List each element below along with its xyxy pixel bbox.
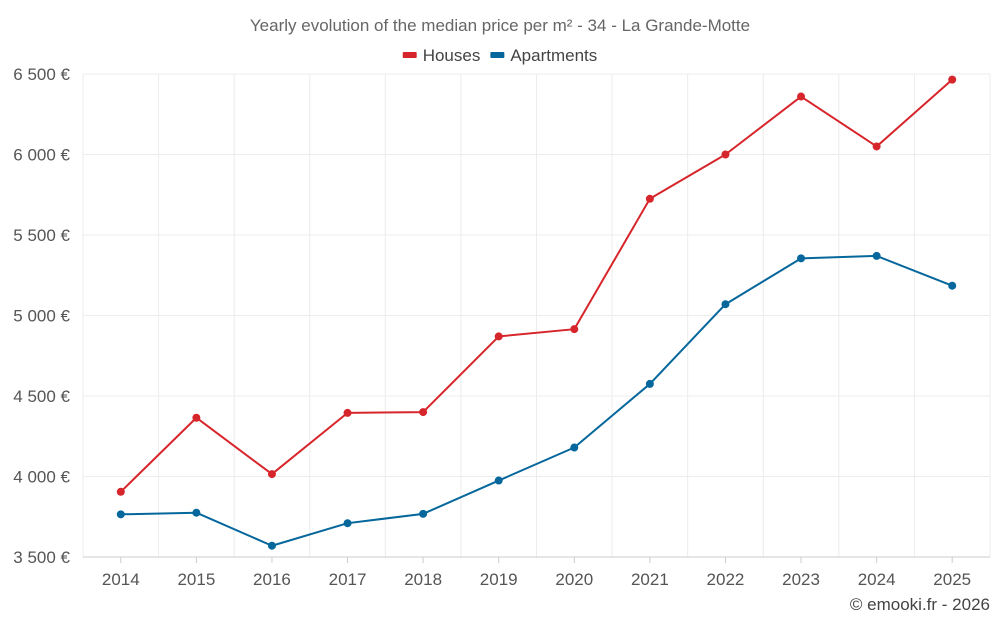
x-tick-label: 2017 xyxy=(329,570,367,589)
series-line-apartments xyxy=(120,254,953,547)
x-tick-label: 2015 xyxy=(177,570,215,589)
axes: 3 500 € 4 000 € 4 500 € 5 000 € 5 500 € 6 000… xyxy=(13,65,990,589)
data-point-houses[interactable] xyxy=(494,332,503,341)
data-point-houses[interactable] xyxy=(645,194,654,203)
data-point-houses[interactable] xyxy=(419,408,428,417)
data-point-houses[interactable] xyxy=(116,487,125,496)
x-tick-label: 2024 xyxy=(858,570,896,589)
credit-text: © emooki.fr - 2026 xyxy=(850,595,990,614)
legend-label: Houses xyxy=(423,46,481,65)
y-tick-label: 3 500 € xyxy=(13,548,70,567)
data-point-apartments[interactable] xyxy=(494,476,503,485)
data-point-houses[interactable] xyxy=(267,470,276,479)
legend-item-apartments[interactable]: Apartments xyxy=(490,46,597,65)
data-point-apartments[interactable] xyxy=(721,300,730,309)
x-tick-label: 2022 xyxy=(707,570,745,589)
grid xyxy=(82,73,991,557)
data-point-apartments[interactable] xyxy=(948,281,957,290)
x-tick-label: 2019 xyxy=(480,570,518,589)
data-point-apartments[interactable] xyxy=(797,254,806,263)
data-point-houses[interactable] xyxy=(570,325,579,334)
y-tick-label: 4 000 € xyxy=(13,468,70,487)
chart-title: Yearly evolution of the median price per… xyxy=(250,16,750,35)
data-point-apartments[interactable] xyxy=(872,251,881,260)
series-layer xyxy=(116,75,957,550)
data-point-houses[interactable] xyxy=(948,75,957,84)
x-tick-label: 2025 xyxy=(933,570,971,589)
legend-label: Apartments xyxy=(510,46,597,65)
x-tick-label: 2018 xyxy=(404,570,442,589)
y-tick-label: 6 000 € xyxy=(13,146,70,165)
legend-swatch xyxy=(490,52,505,58)
legend: Houses Apartments xyxy=(402,46,597,65)
data-point-houses[interactable] xyxy=(872,142,881,151)
data-point-apartments[interactable] xyxy=(116,510,125,519)
data-point-apartments[interactable] xyxy=(419,509,428,518)
x-tick-label: 2020 xyxy=(555,570,593,589)
y-tick-label: 4 500 € xyxy=(13,387,70,406)
data-point-houses[interactable] xyxy=(192,413,201,422)
y-tick-label: 5 500 € xyxy=(13,226,70,245)
legend-swatch xyxy=(402,52,417,58)
x-tick-label: 2014 xyxy=(102,570,140,589)
data-point-apartments[interactable] xyxy=(645,379,654,388)
data-point-houses[interactable] xyxy=(343,408,352,417)
data-point-apartments[interactable] xyxy=(570,443,579,452)
x-tick-label: 2023 xyxy=(782,570,820,589)
y-tick-label: 6 500 € xyxy=(13,65,70,84)
legend-item-houses[interactable]: Houses xyxy=(402,46,481,65)
x-tick-label: 2021 xyxy=(631,570,669,589)
data-point-apartments[interactable] xyxy=(267,541,276,550)
data-point-houses[interactable] xyxy=(721,150,730,159)
series-line-houses xyxy=(120,78,953,493)
y-tick-label: 5 000 € xyxy=(13,307,70,326)
data-point-houses[interactable] xyxy=(797,92,806,101)
x-tick-label: 2016 xyxy=(253,570,291,589)
data-point-apartments[interactable] xyxy=(343,519,352,528)
data-point-apartments[interactable] xyxy=(192,508,201,517)
